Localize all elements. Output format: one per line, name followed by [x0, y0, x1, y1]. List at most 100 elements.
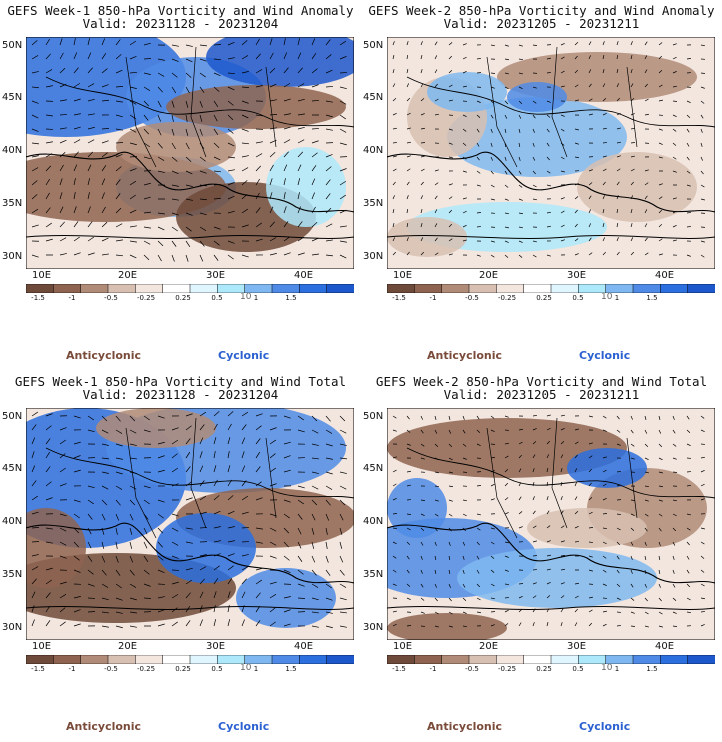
colorbar-label: -0.25 — [497, 294, 517, 302]
colorbar-label: -0.5 — [104, 294, 118, 302]
colorbar-label: -1.5 — [392, 665, 406, 673]
lat-label: 30N — [2, 251, 23, 262]
lat-label: 50N — [363, 411, 384, 422]
lon-label: 10E — [32, 270, 52, 281]
panel-valid-dates: Valid: 20231128 - 20231204 — [82, 16, 279, 31]
colorbar-unit: 10 — [601, 292, 613, 302]
lon-label: 40E — [655, 270, 675, 281]
colorbar-label: 1.5 — [646, 294, 658, 302]
map-panel: GEFS Week-1 850-hPa Vorticity and Wind T… — [0, 371, 361, 742]
lat-label: 30N — [2, 622, 23, 633]
colorbar-label: 0.25 — [175, 665, 191, 673]
colorbar-label: 1 — [614, 294, 620, 302]
colorbar-label: 1.5 — [285, 294, 297, 302]
lon-label: 40E — [294, 270, 314, 281]
lat-label: 40N — [363, 145, 384, 156]
lat-label: 40N — [363, 516, 384, 527]
colorbar-label: 1 — [614, 665, 620, 673]
anticyclonic-label: Anticyclonic — [66, 349, 142, 362]
colorbar-label: 0.5 — [211, 665, 223, 673]
anticyclonic-label: Anticyclonic — [427, 349, 503, 362]
colorbar-label: -0.5 — [104, 665, 118, 673]
lon-label: 30E — [206, 270, 226, 281]
colorbar-label: 0.25 — [536, 294, 552, 302]
colorbar-label: -1.5 — [31, 665, 45, 673]
lon-label: 40E — [655, 641, 675, 652]
vorticity-map — [26, 37, 354, 269]
lat-label: 45N — [363, 463, 384, 474]
lat-label: 40N — [2, 145, 23, 156]
colorbar-label: -1 — [429, 665, 437, 673]
lat-label: 40N — [2, 516, 23, 527]
anticyclonic-label: Anticyclonic — [427, 720, 503, 733]
colorbar — [387, 655, 715, 664]
lat-label: 50N — [2, 40, 23, 51]
colorbar-label: -1 — [429, 294, 437, 302]
cyclonic-label: Cyclonic — [579, 720, 631, 733]
colorbar-label: -1.5 — [31, 294, 45, 302]
lon-label: 30E — [206, 641, 226, 652]
colorbar — [26, 284, 354, 293]
colorbar-unit: 10 — [601, 663, 613, 673]
lat-label: 35N — [363, 569, 384, 580]
panel-title: GEFS Week-1 850-hPa Vorticity and Wind T… — [14, 374, 347, 389]
colorbar-label: 1.5 — [646, 665, 658, 673]
map-panel: GEFS Week-1 850-hPa Vorticity and Wind A… — [0, 0, 361, 371]
lat-label: 50N — [363, 40, 384, 51]
colorbar-label: 0.25 — [175, 294, 191, 302]
colorbar-unit: 10 — [240, 292, 252, 302]
colorbar-label: -0.5 — [465, 294, 479, 302]
colorbar-unit: 10 — [240, 663, 252, 673]
panel-title: GEFS Week-2 850-hPa Vorticity and Wind A… — [368, 3, 715, 18]
colorbar-label: 0.25 — [536, 665, 552, 673]
colorbar-label: 1 — [253, 665, 259, 673]
lat-label: 45N — [363, 92, 384, 103]
panel-valid-dates: Valid: 20231205 - 20231211 — [443, 16, 640, 31]
colorbar-label: -0.5 — [465, 665, 479, 673]
anticyclonic-label: Anticyclonic — [66, 720, 142, 733]
colorbar-label: 1 — [253, 294, 259, 302]
lat-label: 35N — [2, 569, 23, 580]
lat-label: 30N — [363, 251, 384, 262]
panel-title: GEFS Week-1 850-hPa Vorticity and Wind A… — [7, 3, 354, 18]
colorbar-label: -1.5 — [392, 294, 406, 302]
lon-label: 30E — [567, 641, 587, 652]
lat-label: 45N — [2, 463, 23, 474]
colorbar-label: -1 — [68, 665, 76, 673]
vorticity-map — [387, 408, 715, 640]
colorbar-label: 0.5 — [572, 294, 584, 302]
vorticity-map — [387, 37, 715, 269]
colorbar-label: -0.25 — [136, 294, 156, 302]
lat-label: 45N — [2, 92, 23, 103]
lon-label: 10E — [393, 641, 413, 652]
panel-valid-dates: Valid: 20231205 - 20231211 — [443, 387, 640, 402]
lon-label: 20E — [479, 641, 499, 652]
colorbar — [26, 655, 354, 664]
lon-label: 10E — [32, 641, 52, 652]
lon-label: 20E — [479, 270, 499, 281]
lat-label: 50N — [2, 411, 23, 422]
colorbar-label: 0.5 — [211, 294, 223, 302]
colorbar-label: 0.5 — [572, 665, 584, 673]
vorticity-map — [26, 408, 354, 640]
colorbar-label: -0.25 — [136, 665, 156, 673]
colorbar — [387, 284, 715, 293]
cyclonic-label: Cyclonic — [579, 349, 631, 362]
colorbar-label: -0.25 — [497, 665, 517, 673]
colorbar-label: 1.5 — [285, 665, 297, 673]
map-panel: GEFS Week-2 850-hPa Vorticity and Wind A… — [361, 0, 722, 371]
panel-title: GEFS Week-2 850-hPa Vorticity and Wind T… — [375, 374, 708, 389]
cyclonic-label: Cyclonic — [218, 720, 270, 733]
lon-label: 20E — [118, 270, 138, 281]
lat-label: 35N — [363, 198, 384, 209]
lon-label: 40E — [294, 641, 314, 652]
lat-label: 30N — [363, 622, 384, 633]
map-panel: GEFS Week-2 850-hPa Vorticity and Wind T… — [361, 371, 722, 742]
panel-valid-dates: Valid: 20231128 - 20231204 — [82, 387, 279, 402]
cyclonic-label: Cyclonic — [218, 349, 270, 362]
lon-label: 10E — [393, 270, 413, 281]
lat-label: 35N — [2, 198, 23, 209]
colorbar-label: -1 — [68, 294, 76, 302]
lon-label: 30E — [567, 270, 587, 281]
lon-label: 20E — [118, 641, 138, 652]
